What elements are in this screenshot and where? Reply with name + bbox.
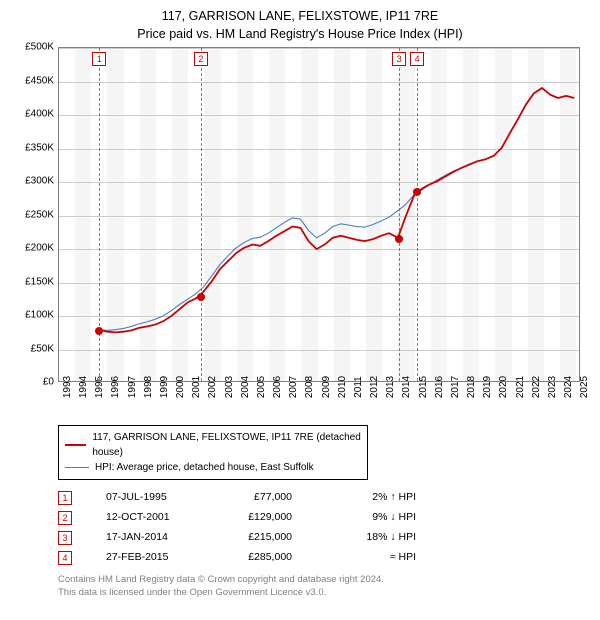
x-axis-label: 1995 xyxy=(94,376,105,398)
y-axis-label: £500K xyxy=(14,42,54,53)
title-block: 117, GARRISON LANE, FELIXSTOWE, IP11 7RE… xyxy=(14,8,586,43)
x-axis-label: 2012 xyxy=(369,376,380,398)
hpi-delta: 18% ↓ HPI xyxy=(326,528,416,548)
x-axis-label: 2014 xyxy=(401,376,412,398)
y-axis-label: £250K xyxy=(14,209,54,220)
y-axis-label: £150K xyxy=(14,276,54,287)
x-axis-label: 2006 xyxy=(272,376,283,398)
y-axis-label: £50K xyxy=(14,343,54,354)
sale-price: £285,000 xyxy=(230,548,292,568)
x-axis-label: 2005 xyxy=(256,376,267,398)
sale-price: £129,000 xyxy=(230,508,292,528)
legend-box: 117, GARRISON LANE, FELIXSTOWE, IP11 7RE… xyxy=(58,425,368,480)
x-axis-label: 2002 xyxy=(207,376,218,398)
table-row: 3 17-JAN-2014 £215,000 18% ↓ HPI xyxy=(58,528,586,548)
legend-item-property: 117, GARRISON LANE, FELIXSTOWE, IP11 7RE… xyxy=(65,430,361,460)
hpi-delta: 2% ↑ HPI xyxy=(326,488,416,508)
sale-marker-dot xyxy=(413,188,421,196)
x-axis-label: 2011 xyxy=(353,376,364,398)
x-axis-label: 2025 xyxy=(579,376,590,398)
sales-table: 1 07-JUL-1995 £77,000 2% ↑ HPI 2 12-OCT-2001 £… xyxy=(58,488,586,568)
hpi-delta: 9% ↓ HPI xyxy=(326,508,416,528)
chart-container: 117, GARRISON LANE, FELIXSTOWE, IP11 7RE… xyxy=(0,0,600,620)
y-axis-label: £350K xyxy=(14,142,54,153)
footnote: Contains HM Land Registry data © Crown c… xyxy=(58,574,586,600)
row-number-box: 1 xyxy=(58,491,72,505)
x-axis-label: 1998 xyxy=(143,376,154,398)
sale-price: £215,000 xyxy=(230,528,292,548)
legend-swatch-hpi xyxy=(65,467,89,468)
x-axis-label: 2009 xyxy=(321,376,332,398)
sale-date: 12-OCT-2001 xyxy=(106,508,196,528)
y-axis-label: £450K xyxy=(14,75,54,86)
x-axis-label: 1996 xyxy=(110,376,121,398)
x-axis-label: 2016 xyxy=(434,376,445,398)
x-axis-label: 2023 xyxy=(547,376,558,398)
chart-title-address: 117, GARRISON LANE, FELIXSTOWE, IP11 7RE xyxy=(14,8,586,26)
y-axis-label: £400K xyxy=(14,109,54,120)
x-axis-label: 2003 xyxy=(224,376,235,398)
x-axis-label: 1994 xyxy=(78,376,89,398)
table-row: 4 27-FEB-2015 £285,000 ≈ HPI xyxy=(58,548,586,568)
y-axis-label: £100K xyxy=(14,310,54,321)
sale-price: £77,000 xyxy=(230,488,292,508)
x-axis-label: 1999 xyxy=(159,376,170,398)
row-number-box: 3 xyxy=(58,531,72,545)
table-row: 1 07-JUL-1995 £77,000 2% ↑ HPI xyxy=(58,488,586,508)
x-axis-label: 1993 xyxy=(62,376,73,398)
x-axis-label: 2021 xyxy=(515,376,526,398)
x-axis-label: 2004 xyxy=(240,376,251,398)
sale-marker-dot xyxy=(95,327,103,335)
y-axis-label: £0 xyxy=(14,377,54,388)
x-axis-label: 2024 xyxy=(563,376,574,398)
sale-marker-box: 3 xyxy=(392,52,406,66)
y-axis-label: £200K xyxy=(14,243,54,254)
legend-label-property: 117, GARRISON LANE, FELIXSTOWE, IP11 7RE… xyxy=(92,430,361,460)
legend-swatch-property xyxy=(65,444,86,446)
x-axis-label: 2015 xyxy=(418,376,429,398)
y-axis-label: £300K xyxy=(14,176,54,187)
sale-marker-dot xyxy=(197,293,205,301)
line-series-svg xyxy=(59,48,579,381)
legend-item-hpi: HPI: Average price, detached house, East… xyxy=(65,460,361,475)
x-axis-label: 2001 xyxy=(191,376,202,398)
x-axis-label: 2007 xyxy=(288,376,299,398)
hpi-delta: ≈ HPI xyxy=(326,548,416,568)
chart-area: £0 £50K £100K £150K £200K £250K £300K £350K £400… xyxy=(14,47,586,419)
sale-marker-dot xyxy=(395,235,403,243)
footnote-line2: This data is licensed under the Open Gov… xyxy=(58,587,586,600)
x-axis-label: 2020 xyxy=(498,376,509,398)
series-line-property xyxy=(99,88,574,332)
x-axis-label: 2010 xyxy=(337,376,348,398)
sale-date: 27-FEB-2015 xyxy=(106,548,196,568)
x-axis-label: 2018 xyxy=(466,376,477,398)
legend-label-hpi: HPI: Average price, detached house, East… xyxy=(95,460,314,475)
sale-marker-box: 4 xyxy=(410,52,424,66)
x-axis-label: 2008 xyxy=(304,376,315,398)
x-axis-label: 2000 xyxy=(175,376,186,398)
chart-title-subtitle: Price paid vs. HM Land Registry's House … xyxy=(14,26,586,44)
row-number-box: 2 xyxy=(58,511,72,525)
footnote-line1: Contains HM Land Registry data © Crown c… xyxy=(58,574,586,587)
sale-marker-box: 1 xyxy=(92,52,106,66)
table-row: 2 12-OCT-2001 £129,000 9% ↓ HPI xyxy=(58,508,586,528)
plot-area: 1 2 34 xyxy=(58,47,580,382)
x-axis-label: 2017 xyxy=(450,376,461,398)
sale-date: 07-JUL-1995 xyxy=(106,488,196,508)
sale-date: 17-JAN-2014 xyxy=(106,528,196,548)
row-number-box: 4 xyxy=(58,551,72,565)
sale-marker-box: 2 xyxy=(194,52,208,66)
x-axis-label: 2019 xyxy=(482,376,493,398)
series-line-hpi xyxy=(99,88,574,330)
x-axis-label: 2013 xyxy=(385,376,396,398)
x-axis-label: 2022 xyxy=(531,376,542,398)
x-axis-label: 1997 xyxy=(127,376,138,398)
